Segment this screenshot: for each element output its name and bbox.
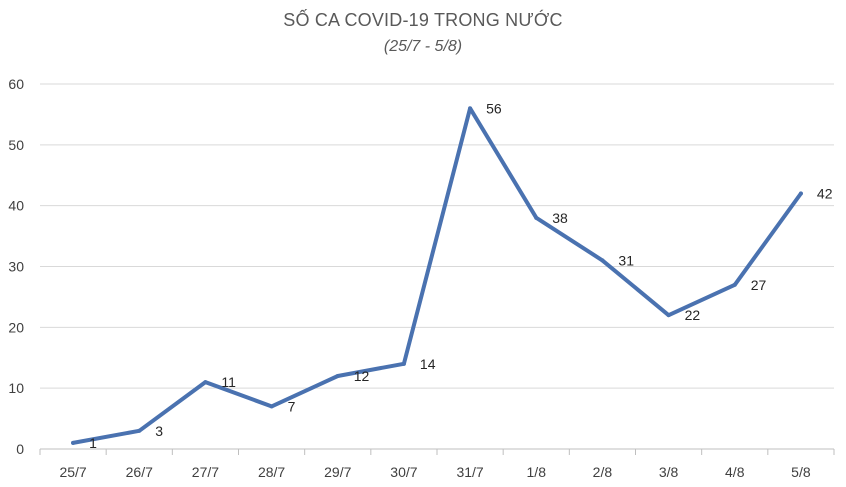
x-tick-label: 31/7	[456, 464, 483, 480]
data-point	[269, 404, 274, 409]
data-label: 3	[155, 423, 163, 439]
y-tick-label: 40	[8, 198, 24, 214]
data-label: 7	[288, 398, 296, 414]
data-label: 27	[751, 277, 767, 293]
y-tick-label: 30	[8, 259, 24, 275]
data-label: 11	[221, 374, 236, 390]
y-tick-label: 10	[8, 380, 24, 396]
x-tick-label: 25/7	[59, 464, 86, 480]
y-tick-label: 60	[8, 76, 24, 92]
data-label: 1	[89, 435, 97, 451]
data-label: 42	[817, 186, 833, 202]
x-tick-label: 2/8	[593, 464, 613, 480]
x-axis-ticks: 25/7 26/7 27/7 28/7 29/7 30/7 31/7 1/8 2/8 3/8 4/8…	[39, 449, 835, 480]
chart-subtitle: (25/7 - 5/8)	[383, 38, 463, 55]
y-tick-label: 20	[8, 319, 24, 335]
data-labels: 1 3 11 7 12 14 56 38 31 22 27 42	[89, 100, 833, 451]
data-point	[401, 361, 406, 366]
x-tick-label: 5/8	[791, 464, 811, 480]
y-tick-label: 0	[16, 441, 24, 457]
x-tick-label: 30/7	[390, 464, 417, 480]
x-tick-label: 29/7	[324, 464, 351, 480]
data-label: 22	[685, 307, 701, 323]
series-line	[71, 106, 803, 445]
series-line-group	[71, 106, 803, 445]
data-point	[335, 374, 340, 378]
y-tick-label: 50	[8, 137, 24, 153]
gridlines	[40, 83, 834, 450]
data-point	[137, 428, 142, 433]
data-label: 38	[552, 210, 568, 226]
x-tick-label: 1/8	[527, 464, 547, 480]
data-label: 56	[486, 100, 502, 116]
data-point	[600, 258, 605, 263]
data-label: 14	[420, 356, 436, 372]
y-axis-ticks: 0 10 20 30 40 50 60	[8, 76, 24, 457]
chart-title: SỐ CA COVID-19 TRONG NƯỚC	[283, 10, 563, 30]
x-tick-label: 4/8	[725, 464, 745, 480]
data-point	[798, 191, 803, 196]
data-point	[203, 380, 208, 385]
data-point	[468, 106, 473, 111]
data-point	[534, 215, 539, 220]
x-tick-label: 26/7	[126, 464, 153, 480]
x-tick-label: 3/8	[659, 464, 679, 480]
data-point	[666, 313, 671, 318]
data-point	[732, 282, 737, 287]
data-point	[71, 440, 76, 445]
data-label: 12	[354, 368, 370, 384]
data-label: 31	[618, 252, 634, 268]
x-tick-label: 27/7	[192, 464, 219, 480]
x-tick-label: 28/7	[258, 464, 285, 480]
